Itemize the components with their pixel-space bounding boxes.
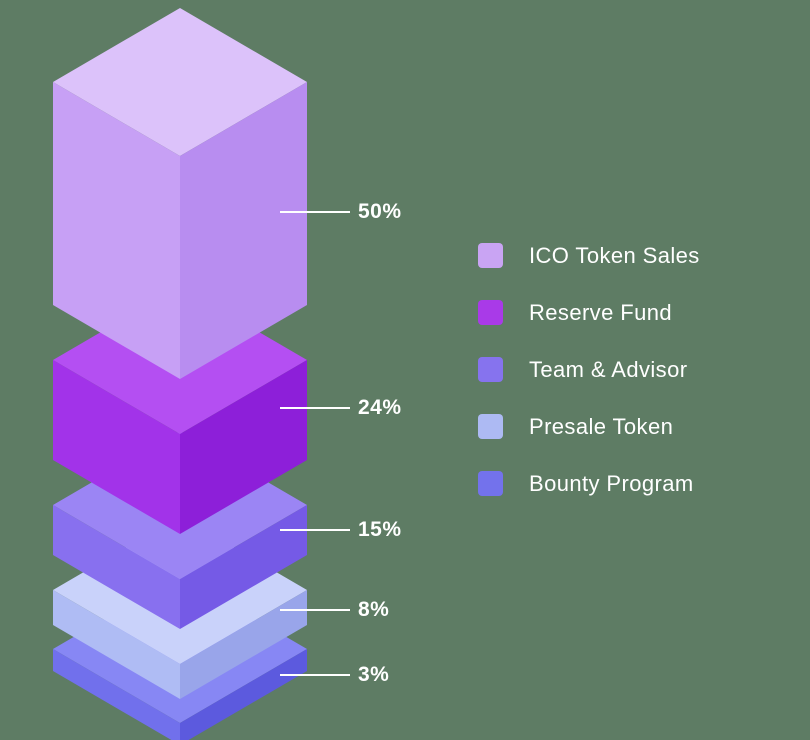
legend-label-team-advisor: Team & Advisor <box>529 356 688 382</box>
legend-label-bounty-program: Bounty Program <box>529 470 694 496</box>
segment-3-left-face <box>53 590 180 699</box>
value-label-presale-token: 8% <box>358 598 390 621</box>
value-label-ico-token-sales: 50% <box>358 200 402 223</box>
legend-swatch-ico-token-sales <box>478 243 503 268</box>
segment-0-right-face <box>180 82 307 379</box>
legend-item-team-advisor: Team & Advisor <box>478 357 700 382</box>
legend-item-ico-token-sales: ICO Token Sales <box>478 243 700 268</box>
legend-item-reserve-fund: Reserve Fund <box>478 300 700 325</box>
segment-4-left-face <box>53 649 180 740</box>
segment-2-right-face <box>180 505 307 629</box>
legend-swatch-bounty-program <box>478 471 503 496</box>
legend: ICO Token Sales Reserve Fund Team & Advi… <box>478 243 700 528</box>
segment-1-left-face <box>53 360 180 534</box>
value-label-reserve-fund: 24% <box>358 396 402 419</box>
legend-swatch-team-advisor <box>478 357 503 382</box>
legend-item-presale-token: Presale Token <box>478 414 700 439</box>
legend-swatch-reserve-fund <box>478 300 503 325</box>
segment-0-left-face <box>53 82 180 379</box>
value-label-bounty-program: 3% <box>358 663 390 686</box>
value-label-team-advisor: 15% <box>358 518 402 541</box>
legend-swatch-presale-token <box>478 414 503 439</box>
segment-2-left-face <box>53 505 180 629</box>
legend-label-reserve-fund: Reserve Fund <box>529 299 672 325</box>
legend-label-ico-token-sales: ICO Token Sales <box>529 242 700 268</box>
legend-item-bounty-program: Bounty Program <box>478 471 700 496</box>
segment-1-right-face <box>180 360 307 534</box>
segment-3-right-face <box>180 590 307 699</box>
segment-4-right-face <box>180 649 307 740</box>
legend-label-presale-token: Presale Token <box>529 413 674 439</box>
